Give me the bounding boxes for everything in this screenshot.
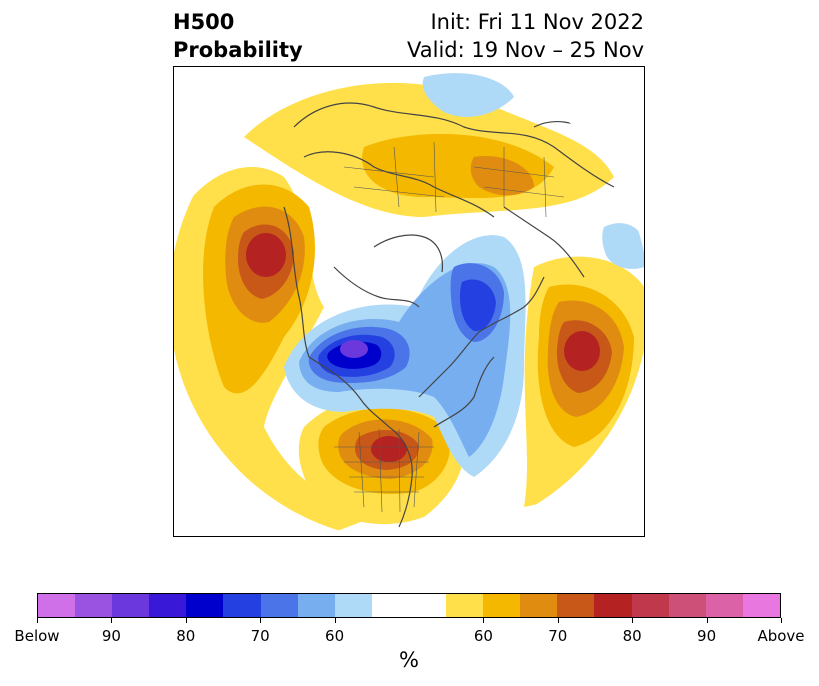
colorbar-tick-mark (557, 618, 559, 623)
colorbar-cell (223, 594, 261, 617)
colorbar-tick-label: Above (757, 627, 805, 645)
above80-pacific (246, 233, 286, 277)
colorbar-cell (371, 594, 409, 617)
colorbar-cell (557, 594, 595, 617)
title-line-h500: H500 (173, 10, 235, 34)
below-light-east (602, 223, 644, 269)
colorbar-cell (408, 594, 447, 617)
colorbar-cell (260, 594, 298, 617)
title-left: H500 Probability (173, 8, 303, 64)
colorbar-tick-mark (632, 618, 634, 623)
colorbar-tick-label: 60 (325, 627, 345, 645)
colorbar-tick-mark (111, 618, 113, 623)
colorbar-tick-mark (334, 618, 336, 623)
below-light-north (422, 73, 514, 117)
title-line-probability: Probability (173, 38, 303, 62)
colorbar-tick-mark (37, 618, 38, 623)
colorbar-cell (186, 594, 224, 617)
colorbar-cell (38, 594, 76, 617)
political-borders (334, 141, 565, 513)
colorbar (37, 593, 781, 618)
below70-north (460, 279, 496, 332)
colorbar-tick-label: 90 (101, 627, 121, 645)
colorbar-cell (75, 594, 113, 617)
colorbar-cell (149, 594, 187, 617)
colorbar-unit: % (399, 648, 419, 672)
title-right: Init: Fri 11 Nov 2022 Valid: 19 Nov – 25… (407, 8, 644, 64)
colorbar-tick-mark (483, 618, 485, 623)
above80-atlantic (564, 331, 600, 371)
map-panel (173, 66, 645, 537)
colorbar-tick-label: 90 (697, 627, 717, 645)
colorbar-cell (705, 594, 743, 617)
valid-range: Valid: 19 Nov – 25 Nov (407, 38, 644, 62)
colorbar-tick-mark (781, 618, 782, 623)
init-date: Init: Fri 11 Nov 2022 (430, 10, 644, 34)
colorbar-tick-label: 80 (622, 627, 642, 645)
colorbar-tick-label: 60 (473, 627, 493, 645)
colorbar-tick-mark (260, 618, 262, 623)
colorbar-tick-label: 70 (250, 627, 270, 645)
colorbar-tick-label: 70 (548, 627, 568, 645)
colorbar-tick-label: Below (14, 627, 60, 645)
colorbar-cell (594, 594, 632, 617)
colorbar-cell (112, 594, 150, 617)
below90-core (340, 340, 368, 358)
colorbar-cell (668, 594, 706, 617)
colorbar-tick-label: 80 (176, 627, 196, 645)
colorbar-cell (334, 594, 372, 617)
colorbar-cell (631, 594, 669, 617)
colorbar-cell (446, 594, 484, 617)
colorbar-cell (483, 594, 521, 617)
colorbar-tick-mark (706, 618, 708, 623)
colorbar-cell (520, 594, 558, 617)
above-region-siberia-core (470, 156, 534, 196)
colorbar-tick-mark (185, 618, 187, 623)
colorbar-cell (742, 594, 780, 617)
probability-map (174, 73, 644, 536)
colorbar-cell (297, 594, 335, 617)
